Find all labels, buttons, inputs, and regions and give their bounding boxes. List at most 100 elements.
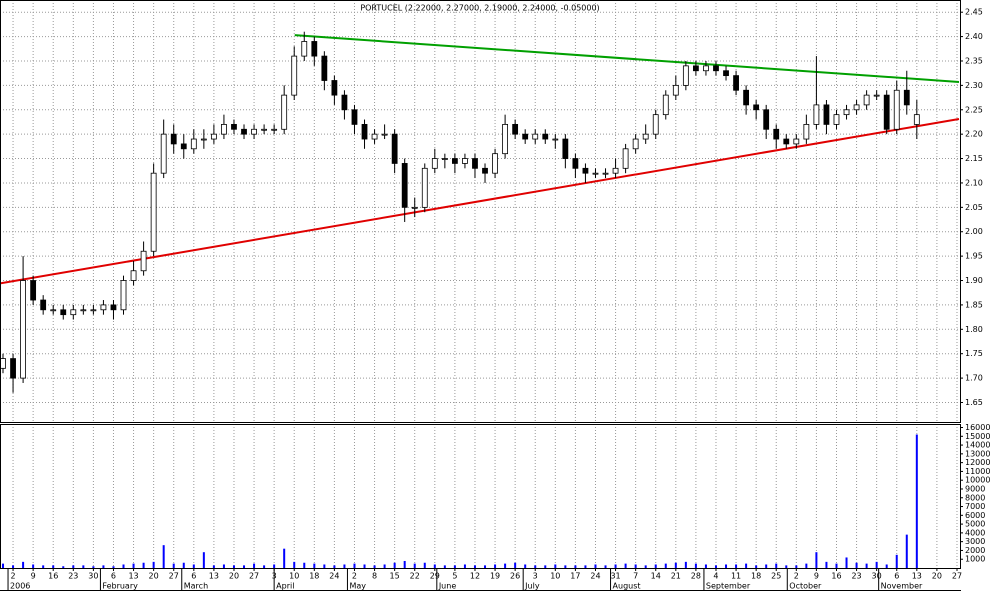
x-tick-label: 20 <box>932 572 942 581</box>
volume-y-tick-label: 14000 <box>965 441 990 450</box>
candle-body <box>401 163 408 208</box>
y-tick-label: 2.10 <box>965 178 983 187</box>
x-tick-label: 18 <box>751 572 761 581</box>
candle-body <box>753 104 760 111</box>
volume-bar <box>604 565 607 568</box>
candle-body <box>231 124 237 130</box>
volume-bar <box>303 562 306 568</box>
volume-y-tick-label: 10000 <box>965 476 990 485</box>
candle-body <box>472 158 478 169</box>
x-tick-label: 22 <box>410 572 420 581</box>
volume-bar <box>363 564 366 568</box>
x-tick-label: 28 <box>691 572 701 581</box>
candle-body <box>622 148 629 169</box>
x-tick-label: 13 <box>128 572 138 581</box>
candle-body <box>150 172 157 252</box>
volume-bar <box>815 552 818 568</box>
x-tick-label: 4 <box>713 572 718 581</box>
candle-body <box>572 158 579 169</box>
candle-body <box>140 250 147 272</box>
y-tick-label: 1.70 <box>965 374 983 383</box>
candle-body <box>431 158 438 169</box>
volume-bar <box>725 564 728 568</box>
candle-body <box>160 133 167 174</box>
x-tick-label: 10 <box>289 572 299 581</box>
chart-title: PORTUCEL (2.22000, 2.27000, 2.19000, 2.2… <box>360 4 599 13</box>
x-tick-label: 2 <box>11 572 16 581</box>
candle-body <box>562 138 569 159</box>
volume-bar <box>152 561 155 568</box>
x-tick-label: 3 <box>272 572 277 581</box>
candle-body <box>190 138 197 150</box>
candle-body <box>80 309 87 312</box>
volume-bar <box>514 562 517 568</box>
volume-bar <box>353 563 356 568</box>
volume-bar <box>745 563 748 568</box>
volume-bar <box>554 564 557 568</box>
volume-bar <box>644 565 647 568</box>
volume-bar <box>263 565 266 568</box>
volume-y-tick-label: 8000 <box>965 493 985 502</box>
candle-body <box>221 124 227 135</box>
volume-bar <box>383 564 386 568</box>
x-tick-label: 23 <box>851 572 861 581</box>
candle-body <box>281 94 288 130</box>
month-label: 2006 <box>10 582 30 591</box>
volume-bar <box>584 565 587 568</box>
candle-body <box>200 138 207 141</box>
candle-body <box>602 172 609 175</box>
candle-body <box>60 309 67 316</box>
volume-y-tick-label: 3000 <box>965 537 985 546</box>
x-tick-label: 19 <box>490 572 500 581</box>
x-tick-label: 29 <box>430 572 440 581</box>
candle-body <box>803 124 810 140</box>
candle-body <box>100 304 107 311</box>
candle-body <box>783 138 790 145</box>
volume-bar <box>905 534 908 568</box>
volume-bar <box>192 564 195 568</box>
x-tick-label: 12 <box>470 572 480 581</box>
volume-bar <box>594 564 597 568</box>
volume-bar <box>463 564 466 568</box>
candle-body <box>652 114 659 135</box>
candle-body <box>532 133 539 140</box>
volume-bar <box>564 565 567 568</box>
x-tick-label: 11 <box>731 572 741 581</box>
candle-body <box>0 358 6 369</box>
candle-body <box>773 128 780 140</box>
volume-y-tick-label: 16000 <box>965 423 990 432</box>
x-tick-label: 27 <box>249 572 259 581</box>
candle-body <box>30 280 37 301</box>
x-tick-label: 13 <box>912 572 922 581</box>
volume-bar <box>845 557 848 568</box>
volume-bar <box>544 565 547 568</box>
volume-bar <box>112 566 115 568</box>
candle-body <box>612 167 619 174</box>
candle-body <box>692 65 699 72</box>
candle-body <box>251 128 257 135</box>
volume-bar <box>92 566 95 568</box>
candle-body <box>512 124 519 135</box>
y-tick-label: 1.90 <box>965 276 983 285</box>
month-label: March <box>184 582 208 591</box>
volume-bar <box>895 554 898 568</box>
y-tick-label: 2.20 <box>965 130 983 139</box>
candle-body <box>10 358 16 379</box>
volume-bar <box>805 563 808 568</box>
volume-y-tick-label: 15000 <box>965 432 990 441</box>
volume-bar <box>413 563 416 568</box>
volume-y-tick-label: 13000 <box>965 449 990 458</box>
volume-bar <box>915 434 918 568</box>
candle-body <box>903 89 910 106</box>
x-tick-label: 9 <box>31 572 36 581</box>
candle-body <box>733 75 739 91</box>
volume-bar <box>32 564 35 568</box>
volume-bar <box>323 564 326 568</box>
x-tick-label: 6 <box>894 572 899 581</box>
candle-body <box>743 89 750 106</box>
volume-bar <box>835 563 838 568</box>
volume-bar <box>403 560 406 568</box>
y-tick-label: 1.85 <box>965 300 983 309</box>
volume-bar <box>162 545 165 568</box>
